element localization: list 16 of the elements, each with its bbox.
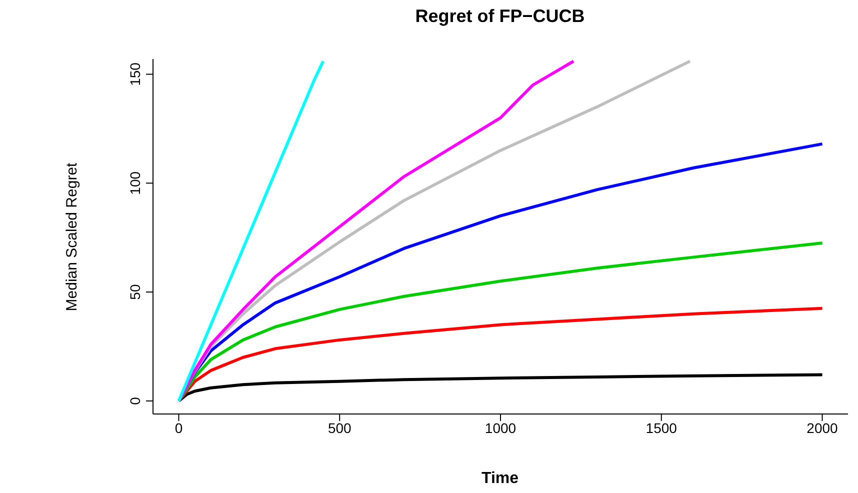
y-tick-label: 100: [127, 171, 143, 195]
chart-title: Regret of FP−CUCB: [414, 6, 586, 27]
y-tick-label: 150: [127, 62, 143, 86]
x-tick-label: 1000: [484, 420, 516, 436]
x-tick-label: 0: [174, 420, 183, 436]
line-series: [177, 60, 576, 402]
x-tick-label: 1500: [646, 420, 678, 436]
y-axis-title: Median Scaled Regret: [64, 162, 80, 312]
y-tick-label: 50: [127, 284, 143, 300]
line-series: [177, 242, 824, 402]
x-axis-title: Time: [480, 470, 520, 488]
x-tick-label: 500: [328, 420, 352, 436]
line-series: [177, 306, 824, 402]
y-tick-label: 0: [127, 396, 143, 405]
x-tick-label: 2000: [806, 420, 838, 436]
line-series: [177, 60, 325, 402]
